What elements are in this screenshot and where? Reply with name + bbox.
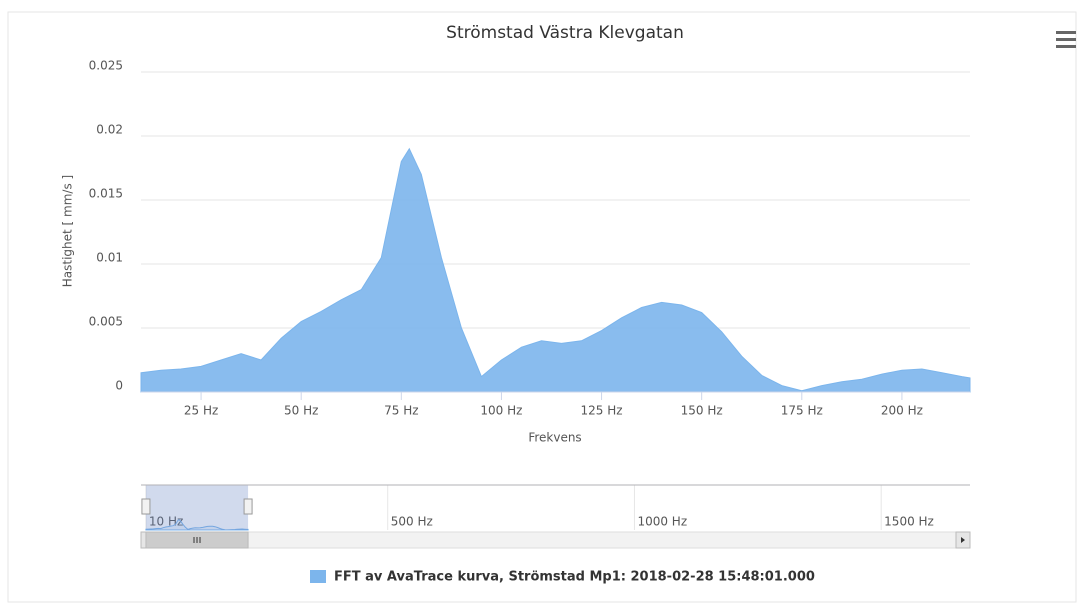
y-tick-label: 0	[115, 379, 123, 393]
menu-bar	[1056, 31, 1076, 34]
x-tick-label: 75 Hz	[384, 404, 418, 418]
navigator-tick-label: 500 Hz	[391, 515, 433, 529]
scrollbar-track[interactable]	[140, 531, 971, 549]
x-axis-label: Frekvens	[528, 431, 581, 445]
x-tick-label: 150 Hz	[681, 404, 723, 418]
navigator-handle[interactable]	[243, 498, 253, 515]
y-tick-label: 0.015	[89, 187, 123, 201]
x-tick-label: 25 Hz	[184, 404, 218, 418]
x-tick-label: 50 Hz	[284, 404, 318, 418]
navigator-selection[interactable]	[145, 485, 249, 530]
x-tick-label: 200 Hz	[881, 404, 923, 418]
y-tick-label: 0.01	[96, 251, 123, 265]
y-axis-label: Hastighet [ mm/s ]	[61, 175, 75, 287]
y-tick-label: 0.02	[96, 123, 123, 137]
chart-title: Strömstad Västra Klevgatan	[446, 23, 684, 43]
scrollbar-grip	[193, 537, 201, 543]
navigator-tick-label: 1000 Hz	[637, 515, 687, 529]
navigator-handle[interactable]	[141, 498, 151, 515]
y-tick-label: 0.005	[89, 315, 123, 329]
chart-frame	[7, 11, 1077, 603]
y-tick-label: 0.025	[89, 59, 123, 73]
menu-bar	[1056, 45, 1076, 48]
legend-swatch[interactable]	[310, 570, 326, 583]
legend-label[interactable]: FFT av AvaTrace kurva, Strömstad Mp1: 20…	[334, 570, 815, 585]
series-area	[145, 519, 249, 531]
navigator-tick-label: 1500 Hz	[884, 515, 934, 529]
x-tick-label: 125 Hz	[581, 404, 623, 418]
menu-bar	[1056, 38, 1076, 41]
x-tick-label: 175 Hz	[781, 404, 823, 418]
menu-button[interactable]	[1056, 31, 1076, 48]
x-tick-label: 100 Hz	[480, 404, 522, 418]
series-area	[140, 147, 971, 393]
